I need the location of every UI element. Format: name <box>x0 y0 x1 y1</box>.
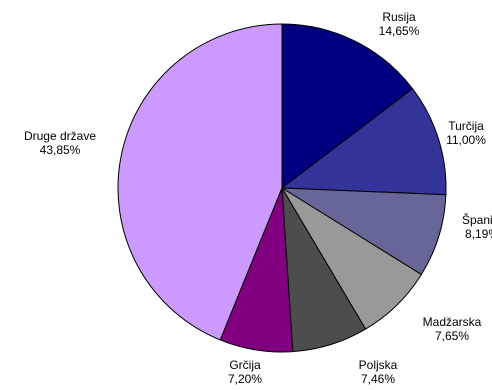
slice-label: Druge države <box>24 129 96 143</box>
slice-value-label: 11,00% <box>446 133 486 147</box>
pie-slice-2 <box>281 88 447 196</box>
pie-slice-7 <box>117 23 283 341</box>
pie-slices <box>117 23 447 353</box>
slice-value-label: 7,20% <box>228 372 262 386</box>
slice-value-label: 43,85% <box>40 143 81 157</box>
slice-value-label: 7,65% <box>435 329 469 343</box>
slice-label: Turčija <box>448 119 484 133</box>
pie-slice-1 <box>281 23 414 189</box>
slice-label: Grčija <box>229 358 261 372</box>
slice-label: Španija <box>462 212 492 227</box>
slice-value-label: 14,65% <box>379 24 420 38</box>
slice-value-label: 7,46% <box>361 372 395 386</box>
slice-label: Poljska <box>359 358 398 372</box>
slice-value-label: 8,19% <box>465 227 492 241</box>
slice-label: Rusija <box>382 10 416 24</box>
slice-label: Madžarska <box>423 315 482 329</box>
